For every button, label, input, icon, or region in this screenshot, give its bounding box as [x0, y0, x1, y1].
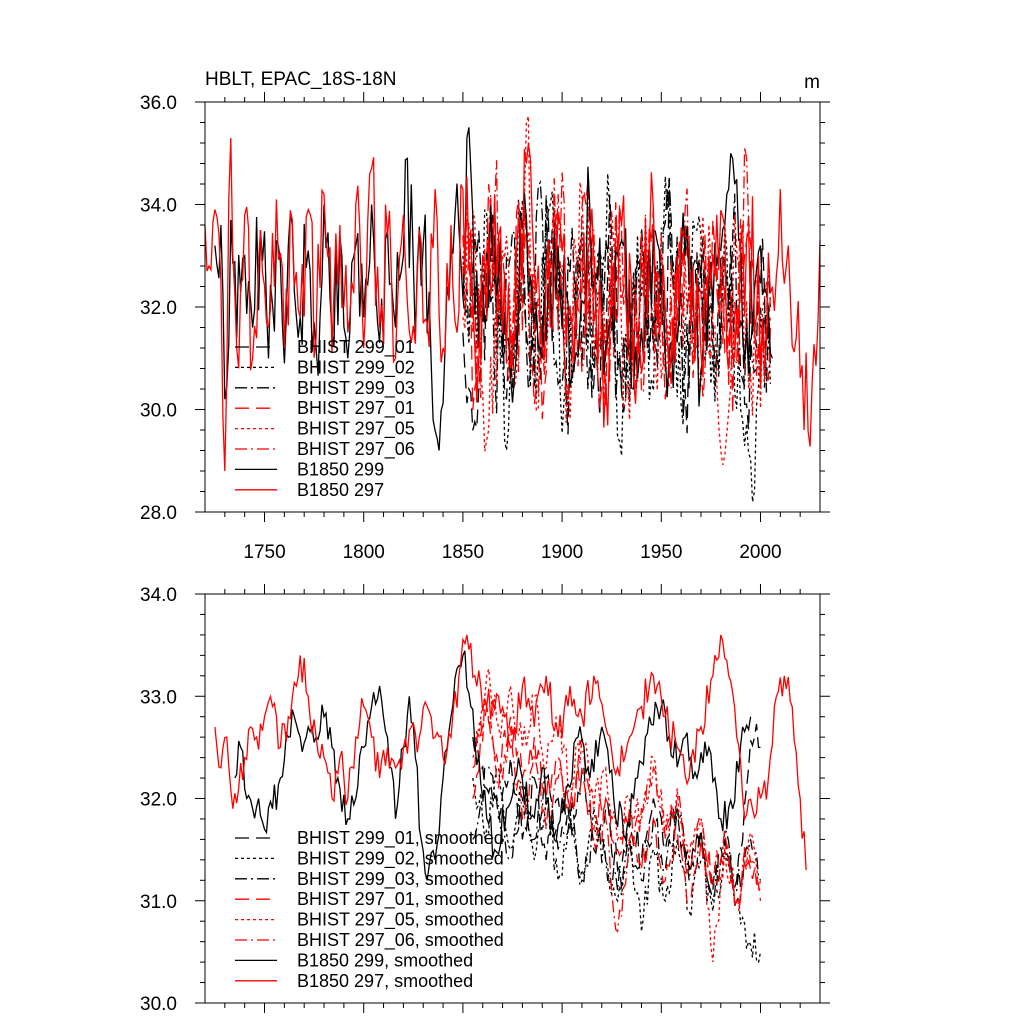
series-line-b1850-297 [204, 137, 821, 472]
series-line-b1850-297-smoothed [214, 634, 807, 871]
legend-label-bhist-299-03: BHIST 299_03 [297, 378, 415, 399]
y-tick-label: 31.0 [140, 892, 177, 913]
y-tick-label: 30.0 [140, 994, 177, 1015]
top-axis-ticks: 1750 1800 1850 1900 1950 2000 28.0 30.0 32.0 34.0… [140, 92, 830, 563]
top-chart-units-label: m [804, 72, 820, 93]
series-line-bhist-299-01-smoothed [472, 723, 761, 891]
legend-label-b1850-297-smoothed: B1850 297, smoothed [297, 971, 473, 991]
series-line-bhist-297-01-smoothed [472, 706, 762, 912]
legend-label-bhist-299-02-smoothed: BHIST 299_02, smoothed [297, 848, 504, 869]
bottom-panel: 30.0 31.0 32.0 33.0 34.0 BHIST 299_01, smoot… [140, 584, 830, 1015]
x-tick-label: 2000 [739, 542, 781, 563]
y-tick-label: 36.0 [140, 93, 177, 114]
x-tick-label: 1750 [243, 542, 285, 563]
legend-label-bhist-297-06-smoothed: BHIST 297_06, smoothed [297, 930, 504, 951]
y-tick-label: 34.0 [140, 585, 177, 606]
legend-label-bhist-297-01-smoothed: BHIST 297_01, smoothed [297, 889, 504, 910]
series-line-bhist-297-06 [462, 146, 772, 399]
x-tick-label: 1900 [541, 542, 583, 563]
bottom-plot-lines [214, 634, 807, 965]
legend-label-b1850-299: B1850 299 [297, 459, 384, 479]
y-tick-label: 28.0 [140, 503, 177, 524]
top-plot-lines [204, 116, 821, 502]
x-tick-label: 1800 [343, 542, 385, 563]
series-line-bhist-299-02-smoothed [472, 766, 762, 965]
legend-label-bhist-297-01: BHIST 297_01 [297, 398, 415, 419]
series-line-b1850-299-smoothed [234, 650, 752, 881]
legend-label-b1850-297: B1850 297 [297, 480, 384, 500]
y-tick-label: 32.0 [140, 790, 177, 811]
y-tick-label: 34.0 [140, 196, 177, 217]
series-line-bhist-297-06-smoothed [472, 699, 761, 933]
top-chart-title: HBLT, EPAC_18S-18N [205, 69, 397, 90]
bottom-plot-frame [204, 593, 821, 1004]
y-tick-label: 32.0 [140, 298, 177, 319]
legend-label-b1850-299-smoothed: B1850 299, smoothed [297, 950, 473, 970]
top-plot-frame [204, 101, 821, 513]
legend-label-bhist-299-02: BHIST 299_02 [297, 357, 415, 378]
series-line-bhist-299-03 [462, 179, 772, 414]
top-panel: HBLT, EPAC_18S-18N m 1750 1800 1850 1900 195… [140, 69, 830, 563]
legend-label-bhist-297-06: BHIST 297_06 [297, 439, 415, 460]
legend-label-bhist-297-05-smoothed: BHIST 297_05, smoothed [297, 910, 504, 931]
series-line-bhist-297-05-smoothed [472, 668, 762, 963]
x-tick-label: 1850 [442, 542, 484, 563]
legend-label-bhist-297-05: BHIST 297_05 [297, 419, 415, 440]
series-line-bhist-299-02 [462, 173, 772, 502]
legend-label-bhist-299-01: BHIST 299_01 [297, 337, 415, 358]
y-tick-label: 33.0 [140, 687, 177, 708]
bottom-axis-ticks: 30.0 31.0 32.0 33.0 34.0 [140, 584, 830, 1015]
y-tick-label: 30.0 [140, 401, 177, 422]
legend-label-bhist-299-01-smoothed: BHIST 299_01, smoothed [297, 828, 504, 849]
series-line-bhist-297-05 [462, 116, 772, 466]
x-tick-label: 1950 [640, 542, 682, 563]
legend-label-bhist-299-03-smoothed: BHIST 299_03, smoothed [297, 869, 504, 890]
